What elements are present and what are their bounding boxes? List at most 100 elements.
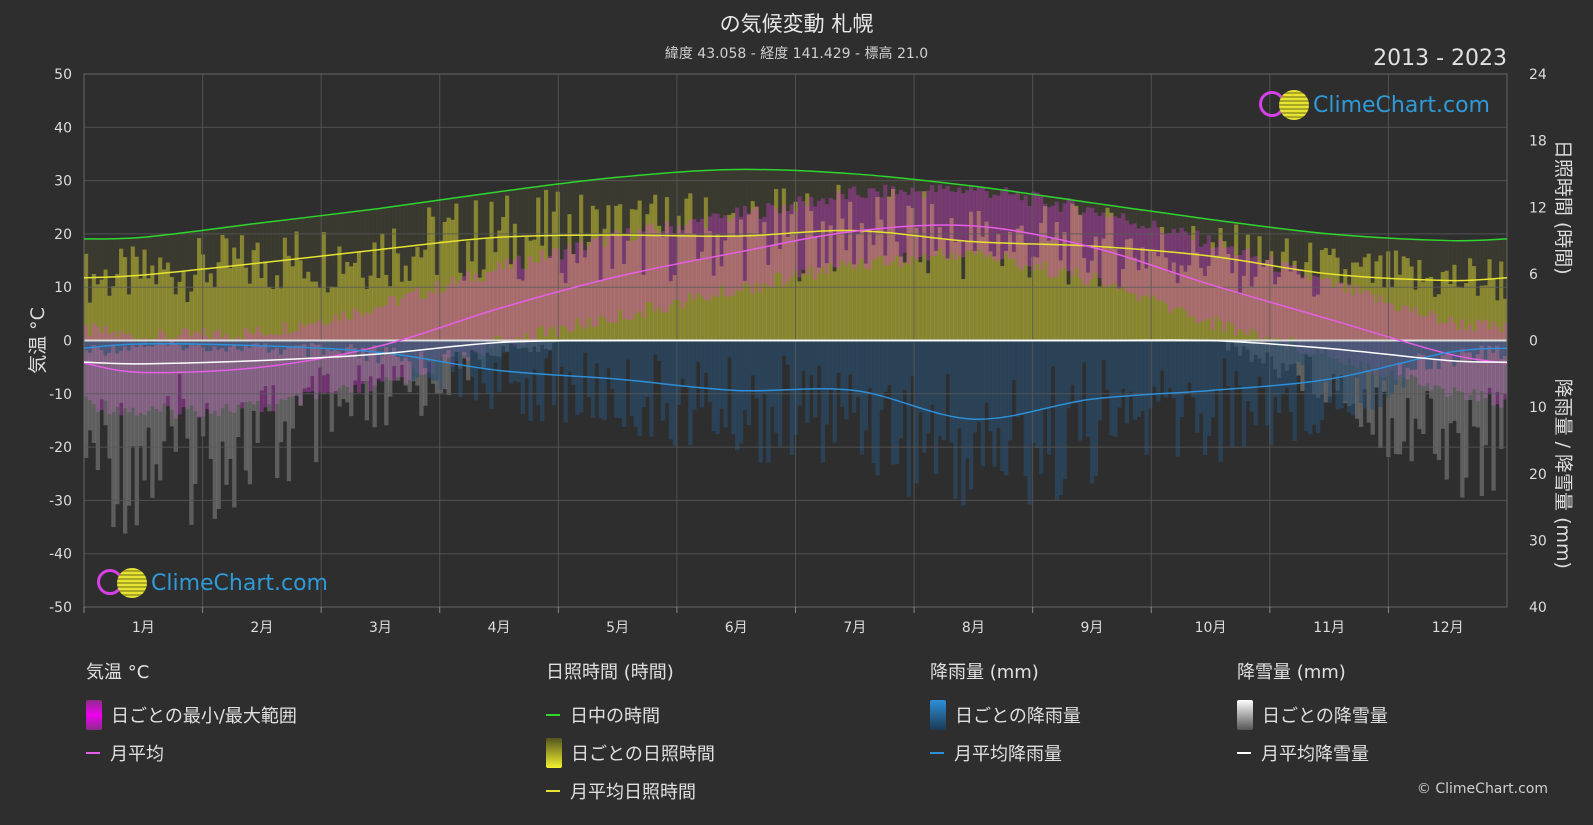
y-left-tick-label: 0 bbox=[63, 334, 72, 350]
sunshine-bar bbox=[516, 279, 522, 341]
rain-bar bbox=[290, 340, 295, 348]
temp-range-bar bbox=[750, 209, 755, 294]
rain-bar bbox=[321, 340, 327, 355]
sunshine-bar bbox=[107, 295, 112, 341]
rain-bar bbox=[586, 340, 592, 398]
temp-range-bar bbox=[575, 242, 580, 318]
rain-bar bbox=[781, 340, 787, 356]
rain-bar bbox=[1101, 340, 1106, 361]
sunshine-bar bbox=[1448, 284, 1453, 341]
rain-bar bbox=[875, 340, 880, 476]
rain-bar bbox=[1292, 340, 1297, 442]
daylight-bar bbox=[1265, 226, 1270, 341]
chart-subtitle: 緯度 43.058 - 経度 141.429 - 標高 21.0 bbox=[664, 46, 929, 62]
temp-range-bar bbox=[949, 191, 954, 253]
rain-bar bbox=[353, 340, 358, 349]
copyright: © ClimeChart.com bbox=[1416, 781, 1548, 797]
temp-range-bar bbox=[1070, 199, 1075, 277]
temp-range-bar bbox=[1160, 231, 1165, 301]
rain-bar bbox=[653, 340, 658, 355]
temp-range-bar bbox=[972, 190, 978, 255]
temp-range-bar bbox=[1039, 194, 1044, 271]
daylight-bar bbox=[1195, 217, 1200, 341]
daylight-bar bbox=[668, 173, 674, 341]
sunshine-bar bbox=[1039, 222, 1044, 341]
rain-bar bbox=[1195, 340, 1200, 433]
daylight-bar bbox=[867, 175, 872, 341]
temp-range-bar bbox=[1464, 330, 1469, 400]
sunshine-bar bbox=[349, 266, 354, 341]
daylight-bar bbox=[329, 214, 334, 341]
temp-range-bar bbox=[813, 206, 818, 280]
logo-bottom[interactable]: ClimeChart.com bbox=[95, 566, 328, 600]
rain-bar bbox=[158, 340, 163, 343]
rain-bar bbox=[590, 340, 596, 418]
sunshine-bar bbox=[200, 254, 206, 341]
snow-bar bbox=[368, 340, 373, 377]
daylight-bar bbox=[399, 205, 405, 341]
logo-top[interactable]: ClimeChart.com bbox=[1257, 88, 1490, 122]
temp-range-bar bbox=[450, 276, 455, 367]
sunshine-bar bbox=[746, 214, 752, 341]
y-left-tick-label: -40 bbox=[49, 547, 72, 563]
temp-range-bar bbox=[91, 323, 97, 405]
rain-bar bbox=[719, 340, 724, 409]
temp-range-bar bbox=[1343, 292, 1348, 366]
snow-bar bbox=[232, 340, 237, 508]
temp-range-bar bbox=[1035, 192, 1040, 265]
rain-bar bbox=[1413, 340, 1418, 370]
rain-bar bbox=[1265, 340, 1270, 426]
temp-range-bar bbox=[204, 335, 210, 410]
daylight-bar bbox=[1374, 236, 1379, 341]
sunshine-bar bbox=[1183, 271, 1188, 341]
daylight-bar bbox=[353, 211, 358, 341]
daylight-bar bbox=[306, 217, 311, 341]
rain-bar bbox=[598, 340, 603, 419]
daylight-bar bbox=[770, 170, 775, 341]
rain-bar bbox=[251, 340, 256, 344]
sunshine-bar bbox=[1015, 228, 1021, 341]
temp-range-swatch bbox=[86, 700, 102, 730]
daylight-bar bbox=[1440, 240, 1446, 341]
rain-avg-swatch bbox=[930, 752, 944, 754]
sunshine-bar bbox=[193, 274, 198, 341]
rain-bar bbox=[337, 340, 342, 352]
snow-bar bbox=[1432, 340, 1438, 454]
daylight-bar bbox=[657, 174, 662, 341]
rain-bar bbox=[1347, 340, 1352, 413]
sunshine-bar bbox=[1288, 271, 1293, 341]
rain-bar bbox=[563, 340, 568, 423]
daylight-bar bbox=[844, 173, 849, 341]
daylight-bar bbox=[325, 214, 331, 341]
daylight-bar bbox=[805, 172, 810, 341]
sunshine-bar bbox=[1023, 244, 1028, 341]
daylight-bar bbox=[1362, 235, 1368, 341]
temp-range-bar bbox=[419, 298, 424, 375]
daylight-bar bbox=[1468, 239, 1473, 341]
sunshine-bar bbox=[1089, 260, 1095, 341]
sunshine-bar bbox=[95, 284, 100, 341]
temp-range-bar bbox=[774, 208, 779, 273]
temp-range-bar bbox=[142, 337, 147, 415]
sunshine-bar bbox=[1230, 273, 1235, 341]
rain-bar bbox=[341, 340, 346, 355]
sunshine-bar bbox=[805, 193, 810, 341]
temp-range-bar bbox=[918, 191, 923, 258]
y-right-top-axis-title: 日照時間 (時間) bbox=[1552, 140, 1574, 275]
sunshine-bar bbox=[450, 219, 455, 341]
daylight-bar bbox=[1456, 240, 1461, 341]
daylight-bar bbox=[1085, 202, 1091, 341]
sunshine-bar bbox=[454, 203, 459, 341]
sunshine-bar bbox=[403, 265, 408, 341]
rain-bar bbox=[411, 340, 416, 381]
rain-bar bbox=[633, 340, 639, 427]
rain-bar bbox=[1191, 340, 1196, 398]
snow-bar bbox=[1401, 340, 1407, 442]
daylight-bar bbox=[91, 238, 97, 341]
rain-bar bbox=[532, 340, 537, 370]
temp-range-bar bbox=[528, 256, 533, 341]
temp-range-bar bbox=[399, 298, 405, 378]
daylight-bar bbox=[641, 175, 646, 341]
temp-range-bar bbox=[1315, 276, 1321, 349]
daylight-bar bbox=[1432, 239, 1438, 341]
